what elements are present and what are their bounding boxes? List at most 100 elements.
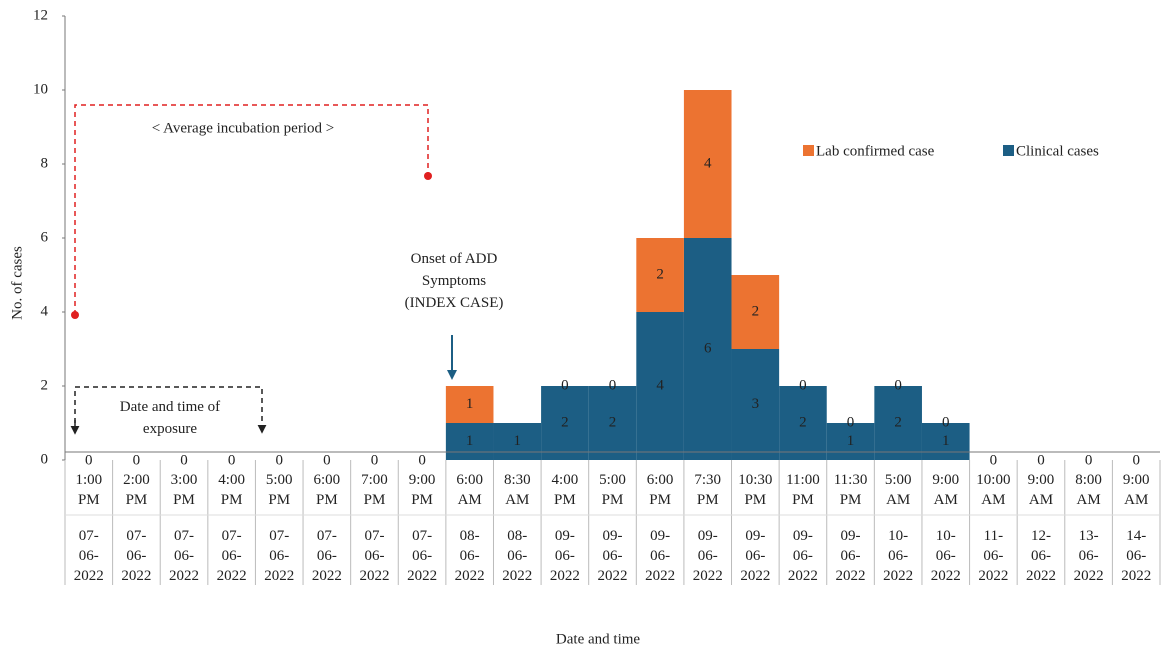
value-label: 4	[704, 155, 712, 171]
bar-segment	[683, 238, 732, 460]
x-tick-label: 9:00 AM	[1028, 472, 1055, 508]
value-label: 0	[894, 377, 902, 393]
value-label: 0	[847, 414, 855, 430]
bar-segment	[493, 423, 542, 460]
x-tick-label: 5:00 PM	[599, 472, 626, 508]
value-label: 0	[371, 452, 379, 468]
value-label: 0	[133, 452, 141, 468]
x-tick-label: 2:00 PM	[123, 472, 150, 508]
x-tick-label: 7:30 PM	[694, 472, 721, 508]
x-tick-label: 8:30 AM	[504, 472, 531, 508]
bar-segment	[874, 386, 922, 460]
legend-swatch	[1003, 145, 1014, 156]
y-axis-title: No. of cases	[9, 246, 25, 320]
value-label: 1	[847, 433, 855, 449]
x-tick-label: 3:00 PM	[171, 472, 198, 508]
x-tick-label: 5:00 PM	[266, 472, 293, 508]
value-label: 0	[990, 452, 998, 468]
value-label: 0	[799, 377, 807, 393]
x-tick-date: 08-06-2022	[502, 528, 532, 584]
x-tick-date: 09-06-2022	[693, 528, 723, 584]
x-tick-label: 9:00 AM	[932, 472, 959, 508]
x-tick-label: 11:00 PM	[786, 472, 820, 508]
value-label: 1	[514, 433, 522, 449]
annotation: < Average incubation period >	[152, 120, 334, 136]
x-tick-label: 4:00 PM	[218, 472, 245, 508]
x-tick-date: 07-06-2022	[407, 528, 437, 584]
x-tick-date: 07-06-2022	[312, 528, 342, 584]
value-label: 2	[561, 414, 569, 430]
value-label: 0	[609, 377, 617, 393]
annotation: Onset of ADD Symptoms (INDEX CASE)	[405, 251, 504, 311]
x-tick-label: 8:00 AM	[1075, 472, 1102, 508]
value-label: 2	[894, 414, 902, 430]
exposure-bracket	[74, 386, 267, 434]
value-label: 1	[466, 433, 474, 449]
bar-segment	[445, 423, 494, 460]
y-tick-label: 6	[41, 229, 49, 245]
value-label: 2	[609, 414, 617, 430]
x-tick-date: 09-06-2022	[550, 528, 580, 584]
legend-label: Lab confirmed case	[816, 143, 935, 159]
y-tick-label: 8	[41, 155, 49, 171]
legend-swatch	[803, 145, 814, 156]
value-label: 2	[656, 266, 664, 282]
x-tick-label: 6:00 PM	[647, 472, 674, 508]
value-label: 6	[704, 340, 712, 356]
x-tick-label: 6:00 AM	[456, 472, 483, 508]
x-tick-date: 07-06-2022	[121, 528, 151, 584]
bracket-dot	[71, 311, 79, 319]
x-tick-label: 5:00 AM	[885, 472, 912, 508]
x-tick-label: 1:00 PM	[75, 472, 102, 508]
x-tick-date: 10-06-2022	[883, 528, 913, 584]
x-tick-label: 6:00 PM	[314, 472, 341, 508]
value-label: 3	[752, 396, 760, 412]
bar-segment	[588, 386, 637, 460]
x-axis-title: Date and time	[556, 631, 640, 647]
incubation-bracket	[74, 104, 429, 315]
x-tick-label: 11:30 PM	[834, 472, 868, 508]
bar-segment	[541, 386, 589, 460]
value-label: 0	[1085, 452, 1093, 468]
bar-segment	[731, 275, 780, 349]
bar-segment	[445, 386, 494, 423]
value-label: 0	[1037, 452, 1045, 468]
value-label: 0	[561, 377, 569, 393]
value-label: 2	[799, 414, 807, 430]
x-tick-date: 07-06-2022	[217, 528, 247, 584]
value-label: 0	[228, 452, 236, 468]
value-label: 2	[752, 303, 760, 319]
x-tick-date: 07-06-2022	[169, 528, 199, 584]
x-tick-date: 07-06-2022	[359, 528, 389, 584]
x-tick-label: 4:00 PM	[552, 472, 579, 508]
x-tick-date: 10-06-2022	[931, 528, 961, 584]
value-label: 0	[1132, 452, 1140, 468]
bar-segment	[921, 423, 970, 460]
value-label: 0	[85, 452, 93, 468]
x-tick-date: 07-06-2022	[264, 528, 294, 584]
y-tick-label: 2	[41, 377, 49, 393]
x-tick-date: 11-06-2022	[978, 528, 1008, 584]
x-tick-date: 07-06-2022	[74, 528, 104, 584]
plot-area	[445, 90, 970, 460]
x-tick-label: 9:00 AM	[1123, 472, 1150, 508]
value-label: 0	[942, 414, 950, 430]
bar-segment	[683, 90, 732, 238]
x-tick-date: 09-06-2022	[788, 528, 818, 584]
x-tick-date: 09-06-2022	[598, 528, 628, 584]
x-tick-date: 12-06-2022	[1026, 528, 1056, 584]
bar-segment	[826, 423, 875, 460]
value-label: 0	[323, 452, 331, 468]
x-tick-date: 13-06-2022	[1074, 528, 1104, 584]
bar-segment	[636, 312, 684, 460]
y-tick-label: 10	[33, 81, 48, 97]
x-tick-label: 10:00 AM	[976, 472, 1010, 508]
x-tick-date: 09-06-2022	[645, 528, 675, 584]
x-tick-date: 14-06-2022	[1121, 528, 1151, 584]
x-tick-label: 7:00 PM	[361, 472, 388, 508]
x-tick-date: 09-06-2022	[740, 528, 770, 584]
value-label: 0	[275, 452, 283, 468]
x-tick-date: 09-06-2022	[836, 528, 866, 584]
value-label: 0	[418, 452, 426, 468]
bracket-dot	[424, 172, 432, 180]
